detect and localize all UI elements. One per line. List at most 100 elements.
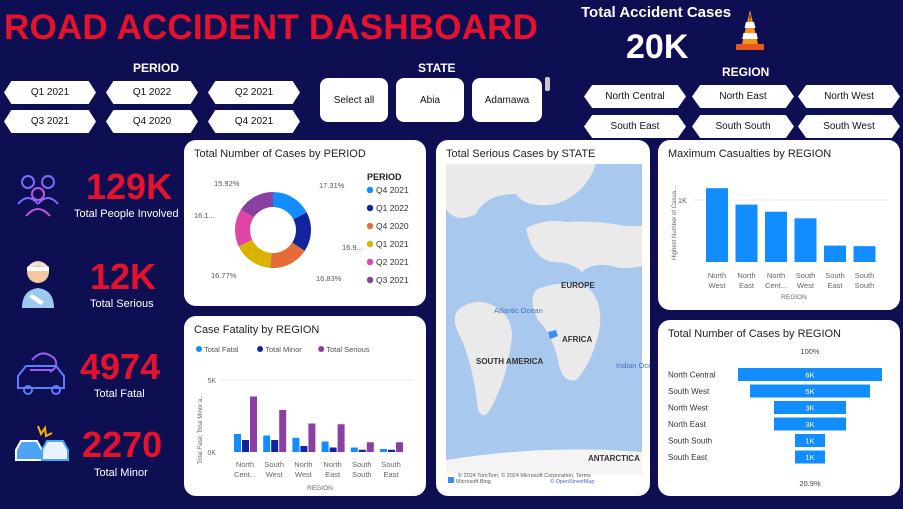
fatality-bar-1-1[interactable] [271, 440, 279, 452]
casualties-xtick-0-1: West [709, 281, 727, 290]
kpi-people-involved-value: 129K [86, 166, 173, 207]
casualties-bar-1[interactable] [735, 204, 758, 262]
fatality-bar-1-0[interactable] [263, 435, 271, 453]
fatality-xtick-5-1: East [383, 470, 399, 479]
fatality-bar-2-0[interactable] [292, 437, 300, 452]
casualties-bar-0[interactable] [706, 188, 728, 262]
donut-slice-0[interactable] [273, 192, 307, 220]
fatality-legend-item-1[interactable]: Total Minor [265, 345, 302, 354]
car-crash-icon [14, 346, 68, 398]
donut-slice-3[interactable] [238, 239, 272, 268]
fatality-legend-marker-1 [257, 346, 264, 352]
state-option-abia[interactable]: Abia [396, 78, 464, 122]
dashboard-title: ROAD ACCIDENT DASHBOARD [4, 8, 539, 47]
funnel-bar-4[interactable] [795, 434, 825, 447]
casualties-xtick-1-0: North [737, 271, 755, 280]
period-option-q4-2021[interactable]: Q4 2021 [208, 110, 300, 133]
funnel-bar-5[interactable] [795, 450, 825, 464]
donut-slice-1[interactable] [292, 212, 311, 251]
donut-legend-marker-4 [366, 258, 374, 266]
fatality-bar-3-1[interactable] [329, 447, 337, 453]
casualties-x-title: REGION [781, 294, 807, 301]
kpi-serious-label: Total Serious [90, 298, 154, 310]
funnel-bar-0[interactable] [738, 368, 882, 381]
period-slicer-title: PERIOD [133, 61, 180, 75]
region-option-south-west[interactable]: South West [798, 115, 900, 138]
period-option-q4-2020[interactable]: Q4 2020 [106, 110, 198, 133]
funnel-category-4: South South [668, 437, 712, 446]
fatality-bar-2-2[interactable] [308, 423, 316, 453]
donut-legend-title: PERIOD [367, 172, 402, 182]
max-casualties-title: Maximum Casualties by REGION [668, 148, 832, 160]
donut-legend-item-1[interactable]: Q1 2022 [376, 203, 409, 213]
period-option-q2-2021[interactable]: Q2 2021 [208, 81, 300, 104]
fatality-bar-1-2[interactable] [279, 410, 287, 452]
donut-legend-marker-5 [366, 276, 374, 284]
kpi-fatal-label: Total Fatal [94, 388, 145, 400]
world-map[interactable]: EUROPE Atlantic Ocean AFRICA SOUTH AMERI… [436, 140, 650, 496]
map-label-atlantic: Atlantic Ocean [494, 306, 543, 315]
donut-slice-4[interactable] [235, 209, 254, 247]
state-option-select-all[interactable]: Select all [320, 78, 388, 122]
casualties-bar-3[interactable] [794, 218, 817, 262]
fatality-bar-5-2[interactable] [396, 442, 403, 452]
donut-slice-2[interactable] [270, 242, 305, 268]
fatality-bar-2-1[interactable] [300, 446, 308, 452]
casualties-bar-5[interactable] [853, 246, 876, 262]
fatality-bar-0-2[interactable] [250, 396, 257, 453]
cases-by-region-funnel-card: Total Number of Cases by REGION 100% 20.… [658, 320, 900, 496]
fatality-bar-4-1[interactable] [358, 449, 366, 452]
donut-legend-marker-1 [366, 204, 374, 212]
total-cases-value: 20K [626, 28, 689, 66]
funnel-category-5: South East [668, 453, 708, 462]
fatality-bar-5-1[interactable] [388, 449, 395, 452]
region-option-north-west[interactable]: North West [798, 85, 900, 108]
fatality-legend-item-2[interactable]: Total Serious [326, 345, 370, 354]
donut-legend-item-0[interactable]: Q4 2021 [376, 185, 409, 195]
donut-legend-item-4[interactable]: Q2 2021 [376, 257, 409, 267]
state-slicer-scrollbar[interactable] [545, 77, 550, 91]
funnel-bottom-pct: 20.9% [799, 479, 821, 488]
period-option-q1-2022[interactable]: Q1 2022 [106, 81, 198, 104]
fatality-bar-3-2[interactable] [337, 424, 345, 452]
donut-slice-5[interactable] [240, 192, 273, 218]
map-attribution-osm[interactable]: © OpenStreetMap [550, 478, 594, 485]
period-option-q1-2021[interactable]: Q1 2021 [4, 81, 96, 104]
kpi-people-involved-label: Total People Involved [74, 208, 179, 220]
region-option-north-east[interactable]: North East [692, 85, 794, 108]
fatality-bar-4-2[interactable] [366, 442, 374, 452]
casualties-ytick-1k: 1K [678, 196, 687, 205]
kpi-minor-label: Total Minor [94, 467, 148, 479]
fatality-bar-5-0[interactable] [380, 449, 387, 452]
funnel-category-1: South West [668, 387, 710, 396]
funnel-bar-1[interactable] [750, 384, 870, 398]
fatality-bar-3-0[interactable] [321, 441, 329, 453]
cases-by-period-donut: PERIOD 17.31% 16.9... 16.83% 16.77% 16.1... 1… [194, 172, 409, 285]
fatality-bar-0-0[interactable] [234, 434, 241, 452]
state-option-adamawa[interactable]: Adamawa [472, 78, 542, 122]
max-casualties-card: Maximum Casualties by REGION Highest Num… [658, 140, 900, 310]
fatality-legend-item-0[interactable]: Total Fatal [204, 345, 239, 354]
fatality-ytick-5k: 5K [207, 378, 216, 385]
casualties-bar-4[interactable] [824, 245, 846, 262]
kpi-serious-value: 12K [90, 256, 157, 297]
kpi-minor-value: 2270 [82, 424, 163, 465]
fatality-xtick-1-1: West [266, 470, 284, 479]
funnel-bar-2[interactable] [774, 401, 846, 414]
fatality-bar-0-1[interactable] [242, 440, 249, 452]
period-option-q3-2021[interactable]: Q3 2021 [4, 110, 96, 133]
donut-legend-item-2[interactable]: Q4 2020 [376, 221, 409, 231]
funnel-bar-3[interactable] [774, 417, 846, 431]
casualties-bar-2[interactable] [765, 211, 787, 262]
map-label-south-america: SOUTH AMERICA [476, 357, 543, 366]
donut-legend-item-3[interactable]: Q1 2021 [376, 239, 409, 249]
total-cases-label: Total Accident Cases [581, 4, 732, 21]
region-option-south-east[interactable]: South East [584, 115, 686, 138]
donut-legend-item-5[interactable]: Q3 2021 [376, 275, 409, 285]
region-option-south-south[interactable]: South South [692, 115, 794, 138]
region-option-north-central[interactable]: North Central [584, 85, 686, 108]
map-attribution: © 2024 TomTom, © 2024 Microsoft Corporat… [458, 472, 591, 479]
fatality-legend-marker-2 [318, 346, 325, 352]
donut-data-label-3: 16.77% [211, 271, 237, 280]
fatality-bar-4-0[interactable] [350, 447, 358, 453]
